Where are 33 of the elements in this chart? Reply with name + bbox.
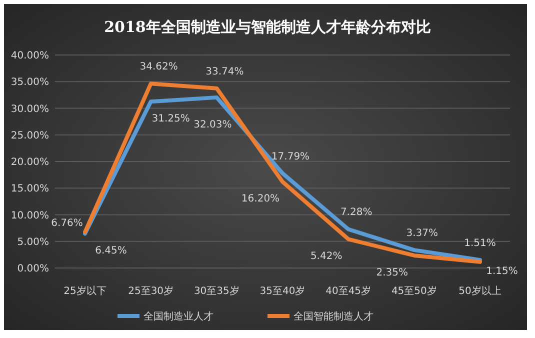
y-tick-label: 15.00% — [10, 184, 49, 195]
y-tick-label: 20.00% — [10, 157, 49, 168]
data-label: 31.25% — [152, 114, 190, 125]
data-label: 5.42% — [310, 251, 342, 262]
legend-label: 全国智能制造人才 — [294, 310, 374, 322]
x-tick-label: 25至30岁 — [128, 285, 174, 297]
y-tick-label: 25.00% — [10, 130, 49, 142]
y-tick-label: 35.00% — [10, 77, 49, 88]
data-label: 1.15% — [486, 266, 518, 277]
data-label: 34.62% — [140, 62, 178, 73]
y-tick-label: 30.00% — [10, 104, 49, 115]
y-tick-label: 40.00% — [10, 50, 49, 62]
y-tick-label: 5.00% — [17, 236, 49, 248]
x-tick-label: 25岁以下 — [64, 285, 106, 297]
x-tick-label: 50岁以上 — [458, 285, 502, 297]
data-label: 3.37% — [406, 228, 438, 240]
x-tick-label: 35至40岁 — [260, 285, 306, 297]
data-label: 16.20% — [241, 194, 280, 205]
data-label: 6.76% — [51, 218, 83, 230]
data-label: 7.28% — [340, 207, 372, 218]
x-tick-label: 30至35岁 — [194, 285, 240, 297]
data-label: 17.79% — [271, 151, 310, 162]
x-tick-label: 45至50岁 — [391, 285, 437, 297]
data-label: 6.45% — [95, 246, 127, 257]
data-label: 32.03% — [194, 119, 232, 130]
y-tick-label: 10.00% — [10, 210, 49, 222]
x-tick-label: 40至45岁 — [326, 285, 372, 297]
data-label: 2.35% — [376, 267, 408, 278]
data-label: 33.74% — [206, 66, 244, 78]
y-tick-label: 0.00% — [17, 264, 49, 274]
chart-title: 2018年全国制造业与智能制造人才年龄分布对比 — [104, 18, 431, 36]
legend-label: 全国制造业人才 — [144, 310, 214, 322]
data-label: 1.51% — [464, 238, 496, 249]
